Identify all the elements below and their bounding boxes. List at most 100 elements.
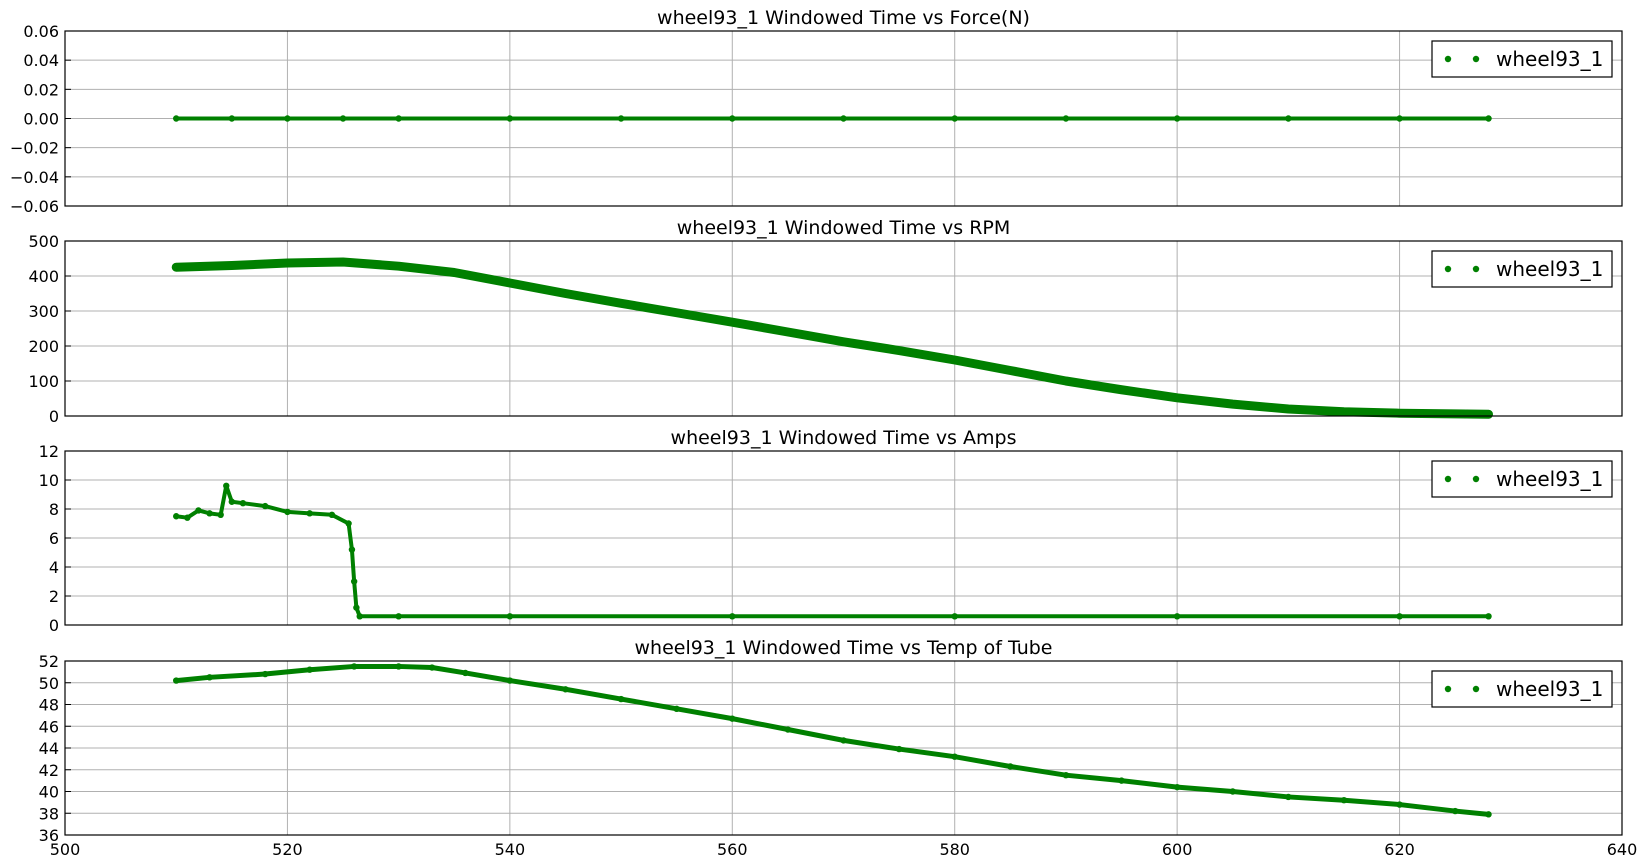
data-point <box>506 613 514 620</box>
y-tick-label: 6 <box>49 529 59 548</box>
y-tick-label: 52 <box>39 652 59 671</box>
y-tick-label: 46 <box>39 717 59 736</box>
data-point <box>348 546 356 553</box>
data-point <box>617 695 625 703</box>
plot-frame <box>64 240 1623 417</box>
data-point <box>840 115 847 122</box>
data-point <box>895 745 903 753</box>
data-point <box>1118 777 1125 784</box>
data-point <box>206 674 213 681</box>
data-point <box>1062 771 1070 779</box>
legend-marker <box>1472 55 1480 63</box>
data-point <box>1173 394 1181 401</box>
y-tick-label: 50 <box>39 674 59 693</box>
data-point <box>261 670 269 678</box>
data-point <box>1396 115 1403 122</box>
series-trace <box>171 257 1494 419</box>
legend-label: wheel93_1 <box>1496 257 1603 281</box>
data-point <box>1485 115 1492 122</box>
data-point <box>306 666 313 673</box>
data-point <box>228 115 236 122</box>
x-tick-label: 500 <box>50 840 81 859</box>
data-point <box>284 259 291 267</box>
plot-frame <box>64 450 1623 626</box>
data-point <box>173 513 180 520</box>
data-point <box>1285 793 1292 801</box>
data-point <box>228 262 236 269</box>
y-tick-label: 8 <box>49 500 59 519</box>
x-tick-label: 600 <box>1162 840 1193 859</box>
data-point <box>673 705 680 713</box>
data-point <box>840 338 847 345</box>
series-trace <box>174 483 1491 619</box>
legend-box <box>1431 250 1613 288</box>
data-point <box>339 258 347 266</box>
data-point <box>217 511 224 518</box>
data-point <box>1118 386 1125 393</box>
y-tick-label: −0.02 <box>10 139 59 158</box>
data-point <box>306 510 313 517</box>
data-point <box>1173 783 1181 791</box>
legend-box <box>1431 460 1613 498</box>
y-tick-label: 36 <box>39 826 59 845</box>
data-point <box>951 115 958 122</box>
data-point <box>1173 115 1181 122</box>
data-point <box>506 279 514 287</box>
data-point <box>729 115 736 122</box>
data-point <box>261 502 269 510</box>
data-point <box>562 290 569 297</box>
legend-marker <box>1472 475 1480 483</box>
x-tick-label: 520 <box>272 840 303 859</box>
legend-box <box>1431 670 1613 708</box>
y-tick-label: 12 <box>39 442 59 461</box>
data-point <box>1396 801 1403 808</box>
y-tick-label: 100 <box>28 372 59 391</box>
y-tick-label: 40 <box>39 783 59 802</box>
data-point <box>184 514 191 521</box>
legend-marker <box>1444 55 1452 63</box>
data-point <box>395 613 402 620</box>
legend-label: wheel93_1 <box>1496 467 1603 491</box>
data-point <box>1396 410 1403 417</box>
y-tick-label: 400 <box>28 267 59 286</box>
series-trace <box>173 663 1492 817</box>
legend-marker <box>1472 265 1480 273</box>
y-tick-label: 10 <box>39 471 59 490</box>
data-point <box>328 511 336 518</box>
data-point <box>206 510 213 517</box>
y-tick-label: 0.00 <box>23 110 59 129</box>
data-point <box>840 737 847 744</box>
data-point <box>729 319 736 326</box>
y-tick-label: 0.02 <box>23 80 59 99</box>
data-point <box>673 309 680 316</box>
panel-amps: wheel93_1 Windowed Time vs Amps 12 10 8 6 4 2 0… <box>39 427 1623 635</box>
y-tick-label: 48 <box>39 696 59 715</box>
data-point <box>173 677 180 684</box>
data-point <box>228 498 236 505</box>
legend-marker <box>1444 475 1452 483</box>
data-point <box>173 115 180 122</box>
data-point <box>1396 613 1403 620</box>
data-point <box>350 663 358 670</box>
data-point <box>951 613 958 620</box>
data-point <box>284 508 291 516</box>
data-point <box>1340 408 1348 415</box>
y-tick-label: 2 <box>49 587 59 606</box>
data-point <box>395 115 402 122</box>
y-tick-label: 0.04 <box>23 51 59 70</box>
y-tick-label: 500 <box>28 232 59 251</box>
data-point <box>1007 763 1014 770</box>
data-point <box>395 263 402 270</box>
data-point <box>451 269 458 276</box>
data-point <box>951 753 958 760</box>
data-point <box>784 328 792 336</box>
data-point <box>1062 115 1070 122</box>
data-point <box>1062 377 1070 385</box>
data-point <box>195 507 202 514</box>
legend-box <box>1431 40 1613 78</box>
y-tick-label: 0 <box>49 407 59 426</box>
data-point <box>1485 811 1492 818</box>
data-point <box>784 726 792 733</box>
data-point <box>1007 367 1014 374</box>
